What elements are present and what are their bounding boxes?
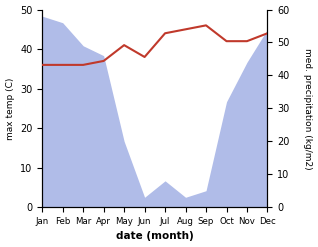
Y-axis label: med. precipitation (kg/m2): med. precipitation (kg/m2) — [303, 48, 313, 169]
Y-axis label: max temp (C): max temp (C) — [5, 77, 15, 140]
X-axis label: date (month): date (month) — [116, 231, 194, 242]
